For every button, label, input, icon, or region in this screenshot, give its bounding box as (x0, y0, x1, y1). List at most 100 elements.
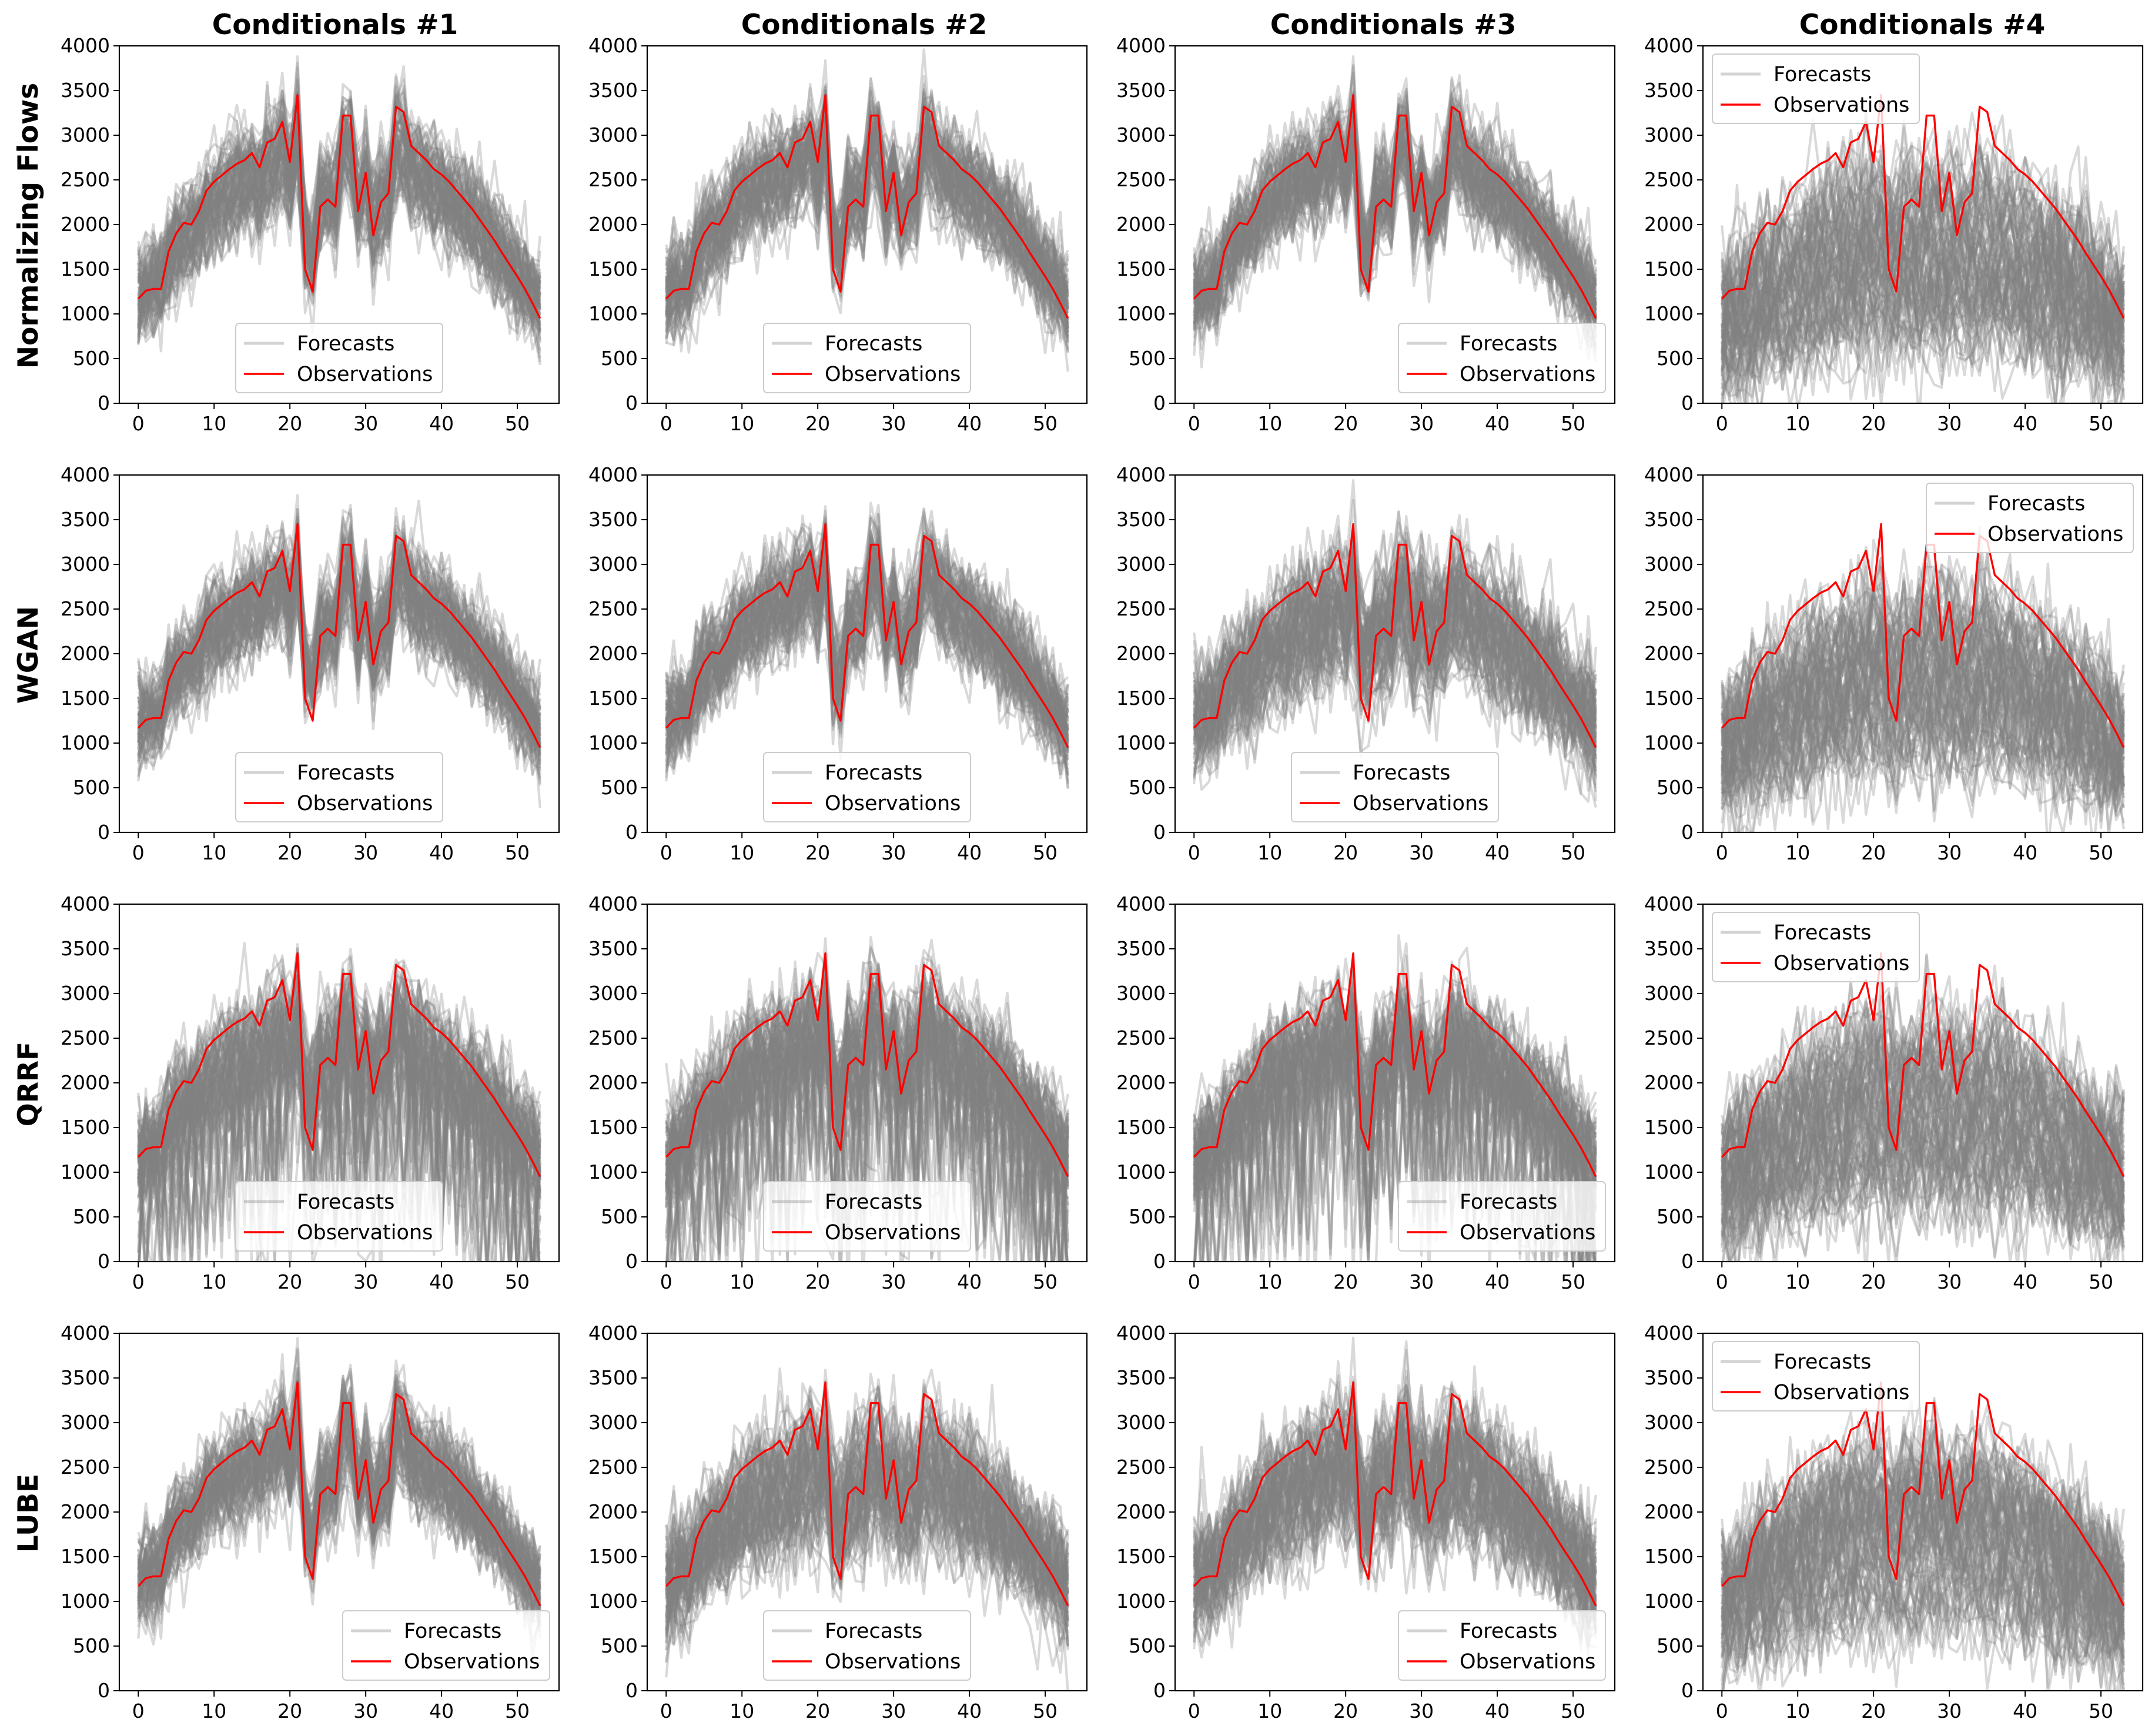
forecast-line (1721, 216, 2125, 375)
forecast-line (1721, 169, 2125, 348)
forecast-line (1193, 127, 1597, 325)
forecast-line (1193, 588, 1597, 741)
forecast-line (1193, 1018, 1597, 1258)
forecast-line (1721, 655, 2124, 792)
panel-r1-c3: 0 500 1000 1500 2000 2500 3000 3500 4000 0 10 20 30 4… (1116, 34, 1616, 435)
x-tick-label: 10 (1785, 1270, 1810, 1293)
forecast-line (137, 1397, 541, 1604)
forecast-line (137, 1369, 541, 1600)
forecast-line (1721, 1399, 2125, 1585)
observation-line (665, 1381, 1069, 1607)
forecast-line (1721, 1438, 2125, 1641)
x-tick-label: 50 (2089, 1700, 2113, 1722)
forecast-line (665, 971, 1069, 1262)
forecast-line (665, 1000, 1069, 1207)
forecast-line (137, 1401, 541, 1624)
forecast-line (665, 1460, 1069, 1618)
forecast-line (1721, 1469, 2125, 1644)
forecast-line (1193, 552, 1597, 770)
panel-r4-c4: 0 500 1000 1500 2000 2500 3000 3500 4000 0 10 20 30 4… (1644, 1322, 2144, 1722)
legend: Forecasts Observations (1712, 912, 1920, 982)
forecast-line (1193, 1026, 1597, 1256)
forecast-line (1721, 620, 2125, 783)
forecast-line (665, 1432, 1069, 1638)
forecast-line (1721, 600, 2125, 786)
forecast-line (137, 147, 541, 317)
forecast-line (1721, 215, 2125, 353)
forecast-line (1721, 1554, 2125, 1671)
y-tick-label: 3000 (588, 123, 638, 146)
forecast-line (665, 1408, 1069, 1615)
forecast-line (665, 1426, 1069, 1600)
forecast-line (1721, 219, 2125, 397)
forecast-line (1721, 1437, 2125, 1630)
forecast-line (665, 1426, 1069, 1634)
forecast-line (137, 119, 541, 342)
legend: Forecasts Observations (1926, 483, 2134, 553)
forecast-line (1193, 1013, 1597, 1207)
forecast-line (137, 563, 541, 764)
forecast-line (665, 1015, 1069, 1262)
forecast-line (1721, 155, 2125, 339)
forecast-line (137, 973, 541, 1262)
forecast-line (1193, 954, 1597, 1262)
forecast-line (1721, 272, 2125, 403)
forecast-line (1193, 590, 1597, 769)
forecast-line (1721, 1467, 2125, 1670)
forecast-line (137, 66, 541, 313)
forecast-line (1194, 1009, 1597, 1262)
forecast-lines (137, 942, 541, 1262)
forecast-line (1193, 533, 1597, 746)
forecast-line (1721, 1537, 2125, 1691)
forecast-line (665, 1006, 1068, 1262)
x-tick-label: 0 (1716, 412, 1728, 435)
y-tick-label: 3500 (588, 1366, 638, 1389)
forecast-line (1721, 993, 2125, 1222)
forecast-line (137, 83, 541, 332)
forecast-line (1193, 1420, 1597, 1608)
forecast-line (665, 976, 1069, 1223)
forecast-line (665, 1458, 1069, 1651)
forecast-line (1193, 1006, 1597, 1262)
forecast-line (1193, 590, 1597, 782)
y-tick-label: 3000 (588, 553, 638, 576)
forecast-line (1193, 1427, 1597, 1621)
forecast-line (1193, 600, 1597, 772)
y-tick-label: 3500 (1644, 937, 1694, 960)
forecast-line (665, 513, 1069, 722)
forecast-line (1193, 991, 1597, 1192)
forecast-line (1721, 545, 2125, 784)
forecast-line (1721, 598, 2124, 777)
forecast-line (1193, 1404, 1597, 1651)
legend-label-forecasts: Forecasts (297, 761, 394, 785)
forecast-line (137, 996, 541, 1217)
y-tick-label: 3000 (61, 982, 110, 1005)
forecast-line (1193, 1001, 1597, 1262)
y-tick-label: 3500 (1116, 79, 1166, 102)
forecast-line (1721, 1494, 2125, 1662)
forecast-line (137, 1026, 541, 1253)
y-tick-label: 500 (73, 776, 110, 799)
forecast-line (1193, 1006, 1597, 1262)
forecast-line (137, 1374, 541, 1604)
y-tick-label: 0 (1681, 1679, 1694, 1702)
forecast-line (137, 139, 541, 344)
forecast-line (1721, 626, 2125, 801)
forecast-line (1721, 1090, 2125, 1237)
forecast-line (1721, 147, 2125, 339)
forecast-line (1721, 1436, 2125, 1668)
y-tick-label: 4000 (1644, 892, 1694, 915)
x-tick-label: 50 (1033, 412, 1058, 435)
forecast-line (665, 1399, 1069, 1613)
forecast-line (665, 89, 1069, 310)
forecast-line (665, 136, 1069, 334)
forecast-line (1721, 977, 2125, 1175)
forecast-line (1193, 1444, 1597, 1619)
forecast-line (665, 1474, 1069, 1662)
forecast-line (665, 143, 1069, 329)
forecast-line (137, 1015, 541, 1262)
forecast-line (665, 131, 1069, 324)
forecast-line (1721, 260, 2125, 391)
forecast-line (1721, 1079, 2125, 1242)
legend-box (1398, 1610, 1606, 1681)
